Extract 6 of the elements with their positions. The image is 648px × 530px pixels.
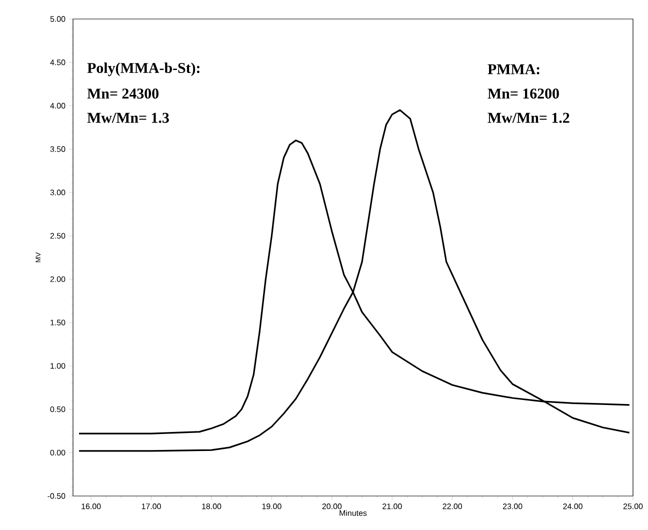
annotation: Mn= 16200 bbox=[488, 88, 559, 99]
annotation: Mn= 24300 bbox=[87, 88, 158, 99]
annotation: Mw/Mn= 1.2 bbox=[488, 112, 570, 123]
annotation: PMMA: bbox=[488, 64, 540, 74]
annotation: Poly(MMA-b-St): bbox=[87, 62, 200, 76]
annotation: Mw/Mn= 1.3 bbox=[87, 112, 169, 123]
